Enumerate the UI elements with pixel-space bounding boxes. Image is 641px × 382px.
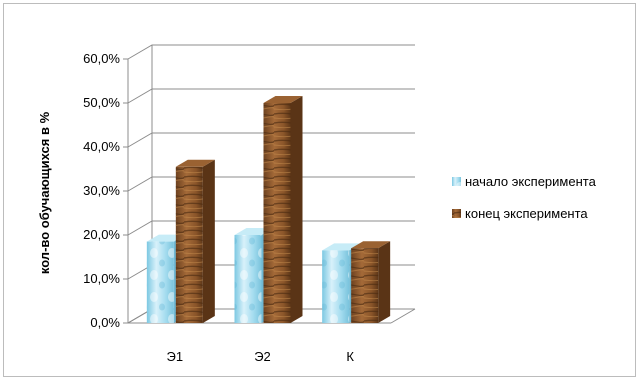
bar-top (351, 241, 391, 249)
bar-side (290, 96, 303, 323)
bar-side (202, 159, 215, 323)
x-tick-labels: Э1 Э2 К (167, 349, 355, 364)
y-tick-label: 20,0% (83, 227, 120, 242)
bar-end-1 (175, 159, 215, 323)
y-tick-label: 0,0% (90, 315, 120, 330)
gridline (127, 220, 415, 236)
gridline (127, 88, 415, 104)
x-tick-label: Э2 (254, 349, 271, 364)
bar-texture (322, 250, 350, 323)
legend-label: начало эксперимента (465, 174, 597, 189)
y-tick-label: 50,0% (83, 95, 120, 110)
floor-right-edge (390, 308, 416, 324)
legend-label: конец эксперимента (465, 206, 588, 221)
legend-item: конец эксперимента (452, 206, 588, 221)
bar-texture (234, 235, 262, 323)
legend-swatch-texture (452, 177, 461, 186)
bar-top (175, 159, 215, 167)
x-tick-label: К (346, 349, 354, 364)
y-tick-label: 10,0% (83, 271, 120, 286)
x-tick-label: Э1 (167, 349, 184, 364)
gridline (127, 44, 415, 60)
legend-item: начало эксперимента (452, 174, 597, 189)
y-axis-label: кол-во обучающихся в % (37, 111, 52, 274)
legend: начало эксперимента конец эксперимента (452, 174, 597, 221)
gridline (127, 132, 415, 148)
legend-swatch-texture (452, 209, 461, 218)
bar-texture (351, 248, 379, 323)
bar-texture (146, 241, 174, 323)
chart-frame: 0,0% 10,0% 20,0% 30,0% 40,0% 50,0% 60,0% Э1 Э2 К… (3, 3, 636, 377)
bar-top (263, 96, 303, 103)
y-tick-labels: 0,0% 10,0% 20,0% 30,0% 40,0% 50,0% 60,0% (83, 51, 120, 330)
y-tick-label: 30,0% (83, 183, 120, 198)
bar-end-3 (351, 241, 391, 323)
bars (146, 96, 391, 323)
gridline (127, 176, 415, 192)
bar-texture (263, 103, 291, 323)
y-tick-label: 40,0% (83, 139, 120, 154)
bar-side (378, 241, 391, 323)
bar-texture (175, 166, 203, 323)
y-tick-label: 60,0% (83, 51, 120, 66)
bar-end-2 (263, 96, 303, 323)
bar-chart: 0,0% 10,0% 20,0% 30,0% 40,0% 50,0% 60,0% Э1 Э2 К… (37, 44, 597, 364)
